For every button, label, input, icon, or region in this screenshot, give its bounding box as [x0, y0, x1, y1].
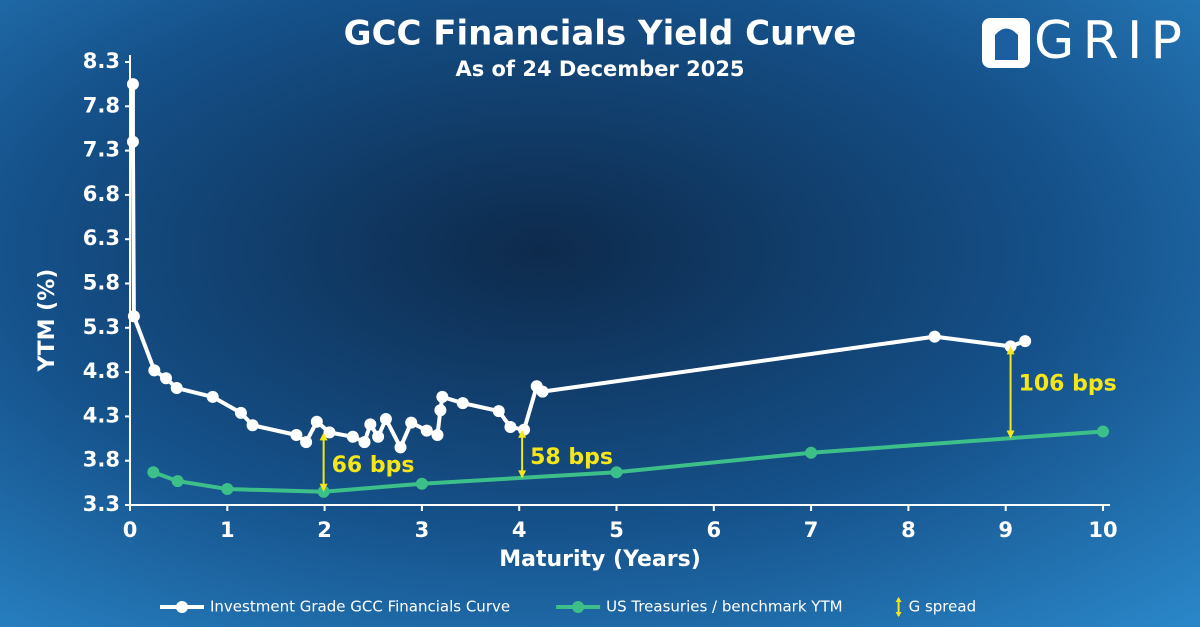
data-point [127, 310, 140, 323]
data-point [206, 390, 219, 403]
x-tick-label: 2 [317, 518, 332, 542]
data-point [234, 406, 247, 419]
y-tick-label: 4.8 [83, 359, 120, 383]
data-point [431, 429, 444, 442]
spread-arrow [319, 432, 328, 492]
data-point [405, 416, 418, 429]
y-tick-label: 3.8 [83, 448, 120, 472]
data-point [379, 413, 392, 426]
data-point [246, 419, 259, 432]
x-tick-label: 7 [804, 518, 819, 542]
x-tick-label: 5 [609, 518, 624, 542]
data-point [147, 466, 160, 479]
y-tick-label: 7.8 [83, 93, 120, 117]
series-line [152, 429, 1104, 494]
data-point [126, 78, 139, 91]
x-tick-label: 1 [220, 518, 235, 542]
arrow-head [1006, 430, 1015, 439]
data-point [358, 436, 371, 449]
data-point [415, 477, 428, 490]
legend-spread-icon [895, 597, 902, 617]
data-point [436, 390, 449, 403]
logo: GRIP [982, 11, 1182, 71]
data-point [372, 430, 385, 443]
y-tick-label: 6.8 [83, 182, 120, 206]
data-point [126, 135, 139, 148]
data-point [300, 436, 313, 449]
x-tick-label: 8 [901, 518, 916, 542]
x-tick-label: 6 [706, 518, 721, 542]
x-tick-label: 3 [415, 518, 430, 542]
data-point [420, 424, 433, 437]
arrow-head [895, 612, 902, 617]
y-tick-label: 7.3 [83, 138, 120, 162]
chart-title: GCC Financials Yield Curve [344, 14, 857, 54]
spread-label: 58 bps [530, 445, 613, 470]
data-point [928, 330, 941, 343]
data-point [171, 475, 184, 488]
arrow-head [895, 597, 902, 602]
data-point [434, 404, 447, 417]
y-tick-label: 6.3 [83, 226, 120, 250]
x-tick-label: 9 [998, 518, 1013, 542]
data-point [346, 430, 359, 443]
legend-label: G spread [909, 598, 977, 616]
y-tick-label: 3.3 [83, 492, 120, 516]
y-tick-label: 8.3 [83, 49, 120, 73]
x-tick-label: 4 [512, 518, 527, 542]
data-point [160, 372, 173, 385]
legend-label: US Treasuries / benchmark YTM [606, 598, 842, 616]
data-point [1097, 425, 1109, 438]
chart-subtitle: As of 24 December 2025 [455, 57, 744, 81]
arrow-head [518, 429, 527, 438]
data-point [364, 418, 377, 431]
logo-glyph [995, 28, 1018, 60]
legend-label: Investment Grade GCC Financials Curve [210, 598, 510, 616]
data-point [290, 429, 303, 442]
arrow-head [518, 470, 527, 479]
arrow-head [319, 432, 328, 441]
data-point [310, 415, 323, 428]
y-tick-label: 5.8 [83, 271, 120, 295]
spread-label: 106 bps [1019, 371, 1117, 396]
data-point [805, 446, 818, 459]
data-point [1019, 335, 1032, 348]
data-point [323, 426, 336, 439]
spread-arrow [518, 429, 527, 479]
spread-label: 66 bps [332, 453, 415, 478]
arrow-head [1006, 346, 1015, 355]
legend-marker [572, 601, 585, 613]
logo-text: GRIP [1034, 11, 1182, 71]
data-point [492, 405, 505, 418]
x-tick-label: 0 [123, 518, 138, 542]
data-point [456, 397, 469, 410]
spread-arrow [1006, 346, 1015, 439]
data-point [610, 466, 623, 479]
data-point [394, 441, 407, 454]
legend-marker [176, 601, 188, 613]
y-tick-label: 4.3 [83, 403, 120, 427]
x-tick-label: 10 [1088, 518, 1117, 542]
y-tick-label: 5.3 [83, 315, 120, 339]
data-point [221, 483, 234, 496]
data-point [148, 364, 161, 377]
arrow-head [319, 483, 328, 492]
data-point [170, 382, 183, 395]
x-axis-label: Maturity (Years) [499, 547, 701, 572]
data-point [504, 421, 517, 434]
data-point [536, 385, 549, 398]
y-axis-label: YTM (%) [35, 269, 60, 373]
